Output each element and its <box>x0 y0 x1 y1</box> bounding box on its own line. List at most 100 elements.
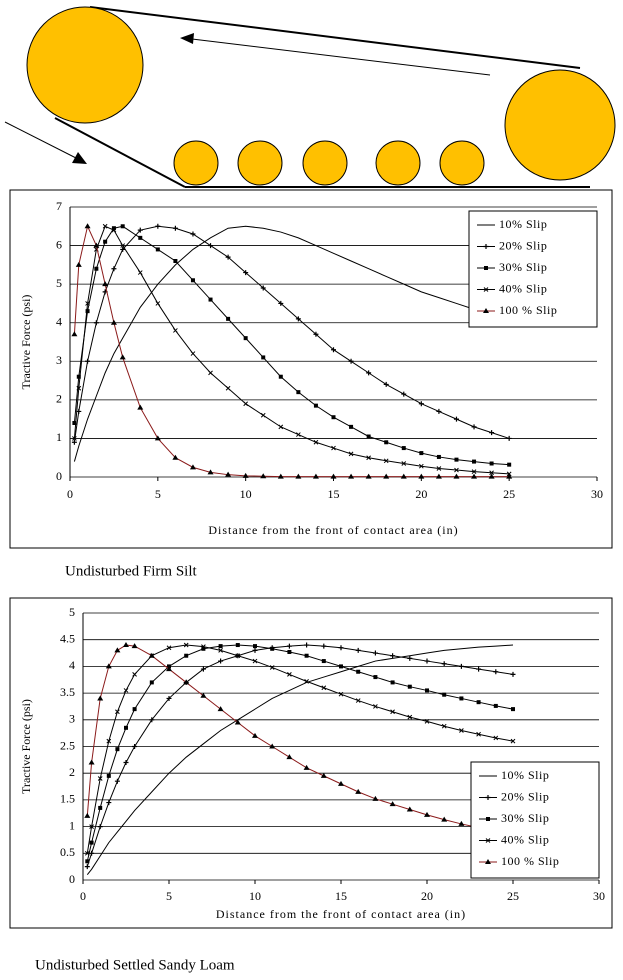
x-tick-label: 15 <box>328 487 340 501</box>
marker <box>278 374 283 379</box>
x-tick-label: 30 <box>593 889 605 903</box>
marker <box>390 680 395 685</box>
marker <box>123 760 129 766</box>
marker <box>252 658 258 664</box>
marker <box>106 800 112 806</box>
marker <box>483 308 489 313</box>
marker <box>454 457 459 462</box>
marker <box>349 424 354 429</box>
road-wheel <box>375 140 421 186</box>
marker <box>235 653 241 659</box>
marker <box>242 472 249 478</box>
chart-caption: Undisturbed Firm Silt <box>65 563 198 579</box>
marker <box>383 458 389 464</box>
marker <box>76 374 81 379</box>
marker <box>476 666 482 672</box>
road-wheel <box>302 140 348 186</box>
marker <box>71 439 77 445</box>
marker <box>120 246 126 252</box>
marker <box>111 266 117 272</box>
marker <box>454 467 459 473</box>
marker <box>110 319 117 325</box>
marker <box>436 466 442 471</box>
legend-label: 40% Slip <box>501 832 549 846</box>
marker <box>72 421 77 425</box>
y-tick-label: 2 <box>69 765 75 779</box>
marker <box>286 754 293 760</box>
marker <box>366 455 371 461</box>
marker <box>471 424 477 430</box>
marker <box>355 647 361 653</box>
marker <box>218 644 223 649</box>
marker <box>506 473 513 479</box>
marker <box>138 235 143 240</box>
marker <box>217 706 224 712</box>
marker <box>234 719 241 725</box>
marker <box>506 435 512 441</box>
marker <box>155 223 161 229</box>
marker <box>459 728 464 733</box>
marker <box>120 243 126 248</box>
marker <box>88 759 95 765</box>
marker <box>252 732 258 738</box>
legend-box <box>468 210 598 328</box>
marker <box>106 738 112 744</box>
x-tick-label: 5 <box>166 889 172 903</box>
marker <box>511 707 515 712</box>
marker <box>401 461 407 466</box>
marker <box>476 700 481 705</box>
marker <box>339 664 343 669</box>
marker <box>458 820 465 826</box>
marker <box>115 709 120 715</box>
marker <box>303 764 310 770</box>
marker <box>97 695 104 701</box>
marker <box>483 244 489 249</box>
marker <box>489 430 495 436</box>
series-line <box>86 644 514 875</box>
marker <box>71 331 78 337</box>
x-tick-label: 0 <box>80 889 86 903</box>
marker <box>114 778 120 784</box>
y-tick-label: 4.5 <box>60 631 75 645</box>
marker <box>201 644 206 649</box>
marker <box>296 432 301 437</box>
x-tick-label: 30 <box>591 487 603 501</box>
marker <box>488 473 495 479</box>
marker <box>485 838 491 843</box>
marker <box>435 473 442 479</box>
marker <box>418 463 424 469</box>
marker <box>295 316 301 322</box>
marker <box>287 672 292 677</box>
marker <box>102 223 108 229</box>
marker <box>441 723 447 729</box>
y-tick-label: 4 <box>56 314 62 328</box>
y-tick-label: 0 <box>56 469 62 483</box>
marker <box>442 692 447 697</box>
marker <box>98 805 103 810</box>
series-line <box>73 225 510 443</box>
marker <box>208 297 213 302</box>
marker <box>383 381 389 387</box>
y-tick-label: 5 <box>56 276 62 290</box>
marker <box>400 473 407 479</box>
marker <box>493 703 498 708</box>
marker <box>510 671 516 677</box>
marker <box>401 391 407 397</box>
marker <box>131 643 138 649</box>
chart: 0 0.5 1 1.5 2 2.5 3 3.5 4 4.5 5 0 5 10 15 20 25 30 Distanc… <box>9 597 613 973</box>
marker <box>218 648 223 653</box>
marker <box>89 850 95 856</box>
marker <box>320 772 327 778</box>
marker <box>106 773 111 778</box>
marker <box>208 370 213 376</box>
x-tick-label: 25 <box>503 487 515 501</box>
marker <box>225 385 231 391</box>
marker <box>123 642 129 648</box>
marker <box>365 473 372 479</box>
marker <box>270 646 275 651</box>
marker <box>390 653 396 659</box>
marker <box>441 661 447 667</box>
marker <box>321 685 327 691</box>
chart-caption: Undisturbed Settled Sandy Loam <box>35 957 235 973</box>
marker <box>105 663 112 669</box>
